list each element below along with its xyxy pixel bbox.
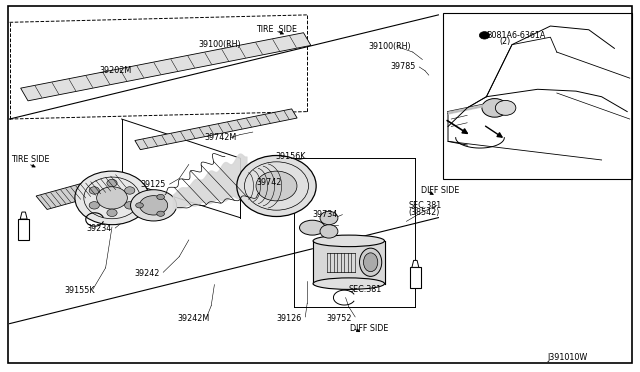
- Text: 39155K: 39155K: [64, 286, 95, 295]
- Ellipse shape: [107, 209, 117, 217]
- Polygon shape: [20, 33, 311, 101]
- Bar: [410, 267, 421, 288]
- Text: J391010W: J391010W: [547, 353, 588, 362]
- Text: 39785: 39785: [390, 62, 416, 71]
- Ellipse shape: [75, 171, 149, 225]
- Bar: [18, 219, 29, 240]
- Text: B081A6-6361A: B081A6-6361A: [486, 31, 546, 40]
- Polygon shape: [36, 173, 131, 209]
- Bar: [443, 13, 632, 179]
- Polygon shape: [135, 109, 297, 150]
- Text: 39242M: 39242M: [178, 314, 210, 323]
- Ellipse shape: [320, 225, 338, 238]
- Ellipse shape: [256, 171, 297, 201]
- Ellipse shape: [136, 203, 143, 208]
- Text: (2): (2): [499, 37, 511, 46]
- Text: 39742: 39742: [256, 178, 282, 187]
- Text: TIRE SIDE: TIRE SIDE: [12, 155, 50, 164]
- Text: 39156K: 39156K: [275, 153, 305, 161]
- Text: 39242: 39242: [134, 269, 160, 278]
- Ellipse shape: [313, 278, 385, 289]
- Ellipse shape: [482, 99, 508, 117]
- Ellipse shape: [89, 187, 99, 194]
- Ellipse shape: [140, 196, 168, 215]
- Ellipse shape: [313, 235, 385, 247]
- Text: 39125: 39125: [141, 180, 166, 189]
- Ellipse shape: [479, 32, 490, 39]
- Ellipse shape: [364, 253, 378, 272]
- Text: 39126: 39126: [276, 314, 301, 323]
- Ellipse shape: [157, 211, 164, 217]
- Text: 39202M: 39202M: [99, 66, 131, 75]
- Text: 39100(RH): 39100(RH): [368, 42, 411, 51]
- Ellipse shape: [237, 155, 316, 217]
- Ellipse shape: [300, 220, 325, 235]
- Ellipse shape: [360, 248, 381, 276]
- Ellipse shape: [157, 194, 164, 199]
- Ellipse shape: [97, 187, 127, 209]
- Text: 39742M: 39742M: [205, 133, 237, 142]
- Text: (38542): (38542): [408, 208, 440, 217]
- Polygon shape: [412, 260, 419, 267]
- Text: SEC.381: SEC.381: [408, 201, 442, 210]
- Text: 39734: 39734: [312, 210, 337, 219]
- Text: 39100(RH): 39100(RH): [198, 40, 241, 49]
- Text: TIRE  SIDE: TIRE SIDE: [256, 25, 297, 34]
- Ellipse shape: [89, 202, 99, 209]
- Text: DIFF SIDE: DIFF SIDE: [350, 324, 388, 333]
- Text: 39752: 39752: [326, 314, 352, 323]
- Text: SEC.381: SEC.381: [349, 285, 382, 294]
- Polygon shape: [20, 212, 27, 219]
- Ellipse shape: [131, 190, 177, 221]
- Ellipse shape: [107, 179, 117, 187]
- Text: DIFF SIDE: DIFF SIDE: [421, 186, 460, 195]
- Ellipse shape: [125, 202, 135, 209]
- Ellipse shape: [320, 211, 338, 225]
- Text: 39234: 39234: [86, 224, 111, 233]
- Ellipse shape: [125, 187, 135, 194]
- Ellipse shape: [495, 100, 516, 115]
